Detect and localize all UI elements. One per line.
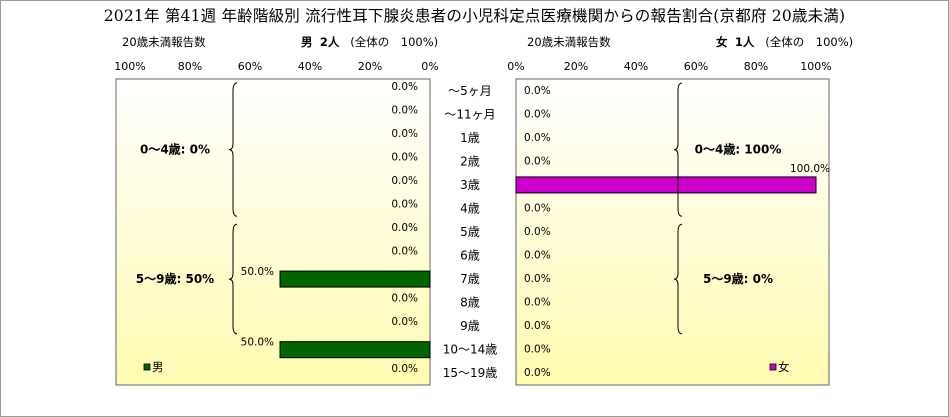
- age-category-label: 5歳: [460, 225, 480, 239]
- left-tick-label: 20%: [358, 60, 382, 73]
- left-data-label: 0.0%: [391, 363, 418, 375]
- left-tick-label: 60%: [238, 60, 262, 73]
- right-data-label: 0.0%: [524, 85, 551, 97]
- right-tick-label: 80%: [744, 60, 768, 73]
- right-count-label: 20歳未満報告数: [527, 35, 611, 49]
- left-bar: [279, 341, 431, 359]
- right-count: 1人: [734, 35, 755, 49]
- left-bar: [279, 270, 431, 288]
- left-data-label: 0.0%: [391, 222, 418, 234]
- right-data-label: 100.0%: [790, 163, 830, 175]
- right-tick-label: 100%: [800, 60, 831, 73]
- right-data-label: 0.0%: [524, 344, 551, 356]
- right-data-label: 0.0%: [524, 367, 551, 379]
- age-category-label: 8歳: [460, 296, 480, 310]
- left-legend-label: 男: [152, 360, 164, 374]
- left-data-label: 0.0%: [391, 246, 418, 258]
- left-data-label: 0.0%: [391, 151, 418, 163]
- right-data-label: 0.0%: [524, 132, 551, 144]
- left-data-label: 0.0%: [391, 104, 418, 116]
- right-group-label: 0～4歳: 100%: [695, 142, 782, 157]
- right-tick-label: 40%: [624, 60, 648, 73]
- left-tick-label: 0%: [421, 60, 438, 73]
- right-legend-swatch: [769, 363, 777, 371]
- right-data-label: 0.0%: [524, 250, 551, 262]
- age-category-label: 15～19歳: [443, 366, 498, 380]
- right-data-label: 0.0%: [524, 202, 551, 214]
- age-category-label: 2歳: [460, 154, 480, 168]
- left-data-label: 0.0%: [391, 316, 418, 328]
- left-data-label: 0.0%: [391, 175, 418, 187]
- left-tick-label: 100%: [114, 60, 145, 73]
- left-count-label: 20歳未満報告数: [122, 35, 206, 49]
- left-legend-swatch: [143, 363, 151, 371]
- right-data-label: 0.0%: [524, 226, 551, 238]
- left-data-label: 0.0%: [391, 293, 418, 305]
- left-sex-label: 男 2人 (全体の 100%): [301, 34, 438, 50]
- left-data-label: 0.0%: [391, 198, 418, 210]
- right-share: (全体の 100%): [765, 35, 854, 49]
- age-category-label: 7歳: [460, 272, 480, 286]
- left-group-brace: [228, 223, 238, 335]
- right-data-label: 0.0%: [524, 155, 551, 167]
- left-tick-label: 40%: [298, 60, 322, 73]
- left-data-label: 50.0%: [241, 266, 274, 278]
- right-plot-area: [515, 78, 830, 386]
- left-group-brace: [228, 82, 238, 217]
- age-category-label: ～5ヶ月: [448, 84, 492, 98]
- right-data-label: 0.0%: [524, 320, 551, 332]
- right-data-label: 0.0%: [524, 108, 551, 120]
- right-tick-label: 20%: [564, 60, 588, 73]
- age-category-label: 6歳: [460, 249, 480, 263]
- right-group-brace: [673, 223, 683, 335]
- left-sex: 男: [301, 35, 313, 49]
- left-share: (全体の 100%): [350, 35, 439, 49]
- right-tick-label: 0%: [507, 60, 524, 73]
- age-category-label: 3歳: [460, 178, 480, 192]
- age-category-label: 4歳: [460, 201, 480, 215]
- right-group-label: 5～9歳: 0%: [703, 271, 773, 286]
- right-bar: [515, 176, 817, 194]
- left-data-label: 0.0%: [391, 128, 418, 140]
- right-sex-label: 女 1人 (全体の 100%): [716, 34, 853, 50]
- left-group-label: 5～9歳: 50%: [136, 271, 214, 286]
- right-data-label: 0.0%: [524, 273, 551, 285]
- age-category-label: 1歳: [460, 131, 480, 145]
- right-group-brace: [673, 82, 683, 217]
- left-tick-label: 80%: [178, 60, 202, 73]
- chart-title: 2021年 第41週 年齢階級別 流行性耳下腺炎患者の小児科定点医療機関からの報…: [103, 7, 846, 25]
- age-category-label: 10～14歳: [443, 343, 498, 357]
- right-tick-label: 60%: [684, 60, 708, 73]
- right-data-label: 0.0%: [524, 297, 551, 309]
- left-data-label: 0.0%: [391, 81, 418, 93]
- right-sex: 女: [716, 35, 728, 49]
- right-legend-label: 女: [778, 360, 790, 374]
- age-category-label: 9歳: [460, 319, 480, 333]
- age-category-label: ～11ヶ月: [444, 107, 495, 121]
- left-group-label: 0～4歳: 0%: [140, 142, 210, 157]
- left-data-label: 50.0%: [241, 337, 274, 349]
- left-count: 2人: [319, 35, 340, 49]
- left-plot-area: [115, 78, 431, 386]
